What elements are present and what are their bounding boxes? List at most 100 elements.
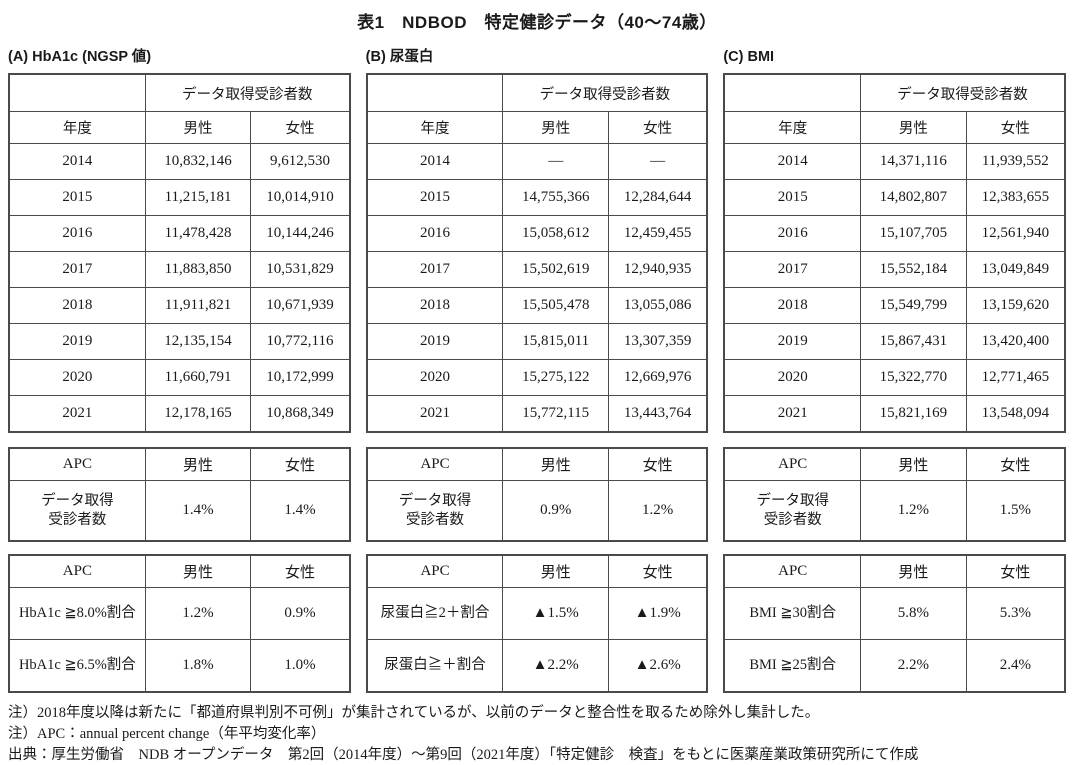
main-table-body: 2014 14,371,116 11,939,552 2015 14,802,807 12… (723, 143, 1066, 433)
apc-table-1-body: データ取得 受診者数 1.2% 1.5% (723, 480, 1066, 542)
section-label: (A) HbA1c (NGSP 値) (8, 49, 152, 65)
value-cell: 1.4% (250, 480, 351, 542)
value-cell: 13,420,400 (965, 323, 1066, 360)
footnote-line: 注）APC：annual percent change（年平均変化率） (8, 726, 326, 742)
table-row: 2021 12,178,165 10,868,349 (8, 395, 351, 433)
table-row: データ取得 受診者数 1.4% 1.4% (8, 480, 351, 542)
value-cell: 15,322,770 (860, 359, 967, 396)
value-cell: 15,505,478 (502, 287, 610, 324)
table-row: 2018 11,911,821 10,671,939 (8, 287, 351, 324)
table-row: 2016 15,058,612 12,459,455 (366, 215, 708, 252)
value-cell: 14,755,366 (502, 179, 610, 216)
value-cell: 1.2% (860, 480, 967, 542)
value-cell: 12,135,154 (144, 323, 252, 360)
table-row: 2017 15,502,619 12,940,935 (366, 251, 708, 288)
page-title: 表1 NDBOD 特定健診データ（40～74歳） (357, 13, 717, 32)
value-cell: — (502, 143, 610, 180)
column-header-row: APC 男性 女性 (723, 554, 1066, 588)
value-cell: 5.3% (965, 587, 1066, 640)
group-header-row: データ取得受診者数 (366, 73, 708, 112)
table-row: 2016 15,107,705 12,561,940 (723, 215, 1066, 252)
column-header-cell: 女性 (965, 554, 1066, 588)
column-header-cell: 男性 (860, 111, 967, 144)
value-cell: 15,275,122 (502, 359, 610, 396)
row-label-cell: 2018 (8, 287, 146, 324)
group-header-row: データ取得受診者数 (8, 73, 351, 112)
value-cell: 1.2% (144, 587, 252, 640)
column-header-cell: 女性 (965, 447, 1066, 481)
row-label-cell: 2017 (366, 251, 504, 288)
value-cell: 15,502,619 (502, 251, 610, 288)
row-label-cell: 2016 (723, 215, 862, 252)
column-header-cell: 男性 (860, 554, 967, 588)
value-cell: 10,531,829 (250, 251, 351, 288)
group-header-cell: データ取得受診者数 (860, 73, 1066, 112)
table-row: BMI ≧25割合 2.2% 2.4% (723, 639, 1066, 693)
column-header-cell: APC (366, 554, 504, 588)
row-label-cell: HbA1c ≧8.0%割合 (8, 587, 146, 640)
apc-table-2-body: 尿蛋白≧2＋割合 ▲1.5% ▲1.9% 尿蛋白≧＋割合 ▲2.2% ▲2.6% (366, 587, 708, 693)
value-cell: 14,802,807 (860, 179, 967, 216)
row-label-cell: データ取得 受診者数 (8, 480, 146, 542)
column-header-cell: APC (8, 554, 146, 588)
apc-table-1: APC 男性 女性 データ取得 受診者数 1.2% 1.5% (723, 447, 1066, 542)
main-table: データ取得受診者数 年度 男性 女性 2014— —2015 14,755,366 1… (365, 73, 709, 433)
apc-table-1: APC 男性 女性 データ取得 受診者数 0.9% 1.2% (365, 447, 709, 542)
row-label-cell: 2017 (723, 251, 862, 288)
value-cell: 15,815,011 (502, 323, 610, 360)
column-header-cell: 男性 (502, 554, 610, 588)
value-cell: 11,660,791 (144, 359, 252, 396)
row-label-cell: 2020 (366, 359, 504, 396)
row-label-cell: 2016 (366, 215, 504, 252)
table-row: 2018 15,505,478 13,055,086 (366, 287, 708, 324)
section-label: (C) BMI (723, 49, 775, 65)
main-table-body: 2014— —2015 14,755,366 12,284,644 2016 15,058… (366, 143, 708, 433)
row-label-cell: 2018 (366, 287, 504, 324)
value-cell: 1.8% (144, 639, 252, 693)
value-cell: 15,552,184 (860, 251, 967, 288)
column-header-cell: 女性 (965, 111, 1066, 144)
column-header-cell: 女性 (608, 447, 708, 481)
row-label-cell: データ取得 受診者数 (366, 480, 504, 542)
table-row: 2020 11,660,791 10,172,999 (8, 359, 351, 396)
value-cell: 5.8% (860, 587, 967, 640)
column-header-row: APC 男性 女性 (8, 447, 351, 481)
table-row: 2021 15,821,169 13,548,094 (723, 395, 1066, 433)
table-row: HbA1c ≧8.0%割合 1.2% 0.9% (8, 587, 351, 640)
value-cell: 9,612,530 (250, 143, 351, 180)
apc-table-2: APC 男性 女性 HbA1c ≧8.0%割合 1.2% 0.9% HbA1c ≧6.… (8, 554, 351, 693)
table-row: 2019 15,867,431 13,420,400 (723, 323, 1066, 360)
value-cell: 15,867,431 (860, 323, 967, 360)
column-header-row: APC 男性 女性 (366, 447, 708, 481)
apc-table-1-body: データ取得 受診者数 1.4% 1.4% (8, 480, 351, 542)
value-cell: 12,561,940 (965, 215, 1066, 252)
column-header-cell: 男性 (860, 447, 967, 481)
table-row: 2014 14,371,116 11,939,552 (723, 143, 1066, 180)
main-table: データ取得受診者数 年度 男性 女性 2014 10,832,146 9,612,5… (8, 73, 351, 433)
value-cell: ▲1.9% (608, 587, 708, 640)
footnote-line: 注）2018年度以降は新たに「都道府県判別不可例」が集計されているが、以前のデー… (8, 705, 820, 721)
row-label-cell: データ取得 受診者数 (723, 480, 862, 542)
group-header-cell: データ取得受診者数 (144, 73, 351, 112)
value-cell: 10,832,146 (144, 143, 252, 180)
table-row: 2014 10,832,146 9,612,530 (8, 143, 351, 180)
table-row: 2015 14,802,807 12,383,655 (723, 179, 1066, 216)
apc-table-2-body: BMI ≧30割合 5.8% 5.3% BMI ≧25割合 2.2% 2.4% (723, 587, 1066, 693)
value-cell: 1.0% (250, 639, 351, 693)
table-row: 2018 15,549,799 13,159,620 (723, 287, 1066, 324)
column-header-cell: APC (366, 447, 504, 481)
column-header-row: 年度 男性 女性 (723, 111, 1066, 144)
value-cell: 2.2% (860, 639, 967, 693)
value-cell: 12,178,165 (144, 395, 252, 433)
table-row: 2015 11,215,181 10,014,910 (8, 179, 351, 216)
value-cell: 10,671,939 (250, 287, 351, 324)
column-header-cell: 女性 (250, 447, 351, 481)
column-header-cell: APC (723, 447, 862, 481)
group-header-cell: データ取得受診者数 (502, 73, 708, 112)
table-row: 2017 15,552,184 13,049,849 (723, 251, 1066, 288)
measure-section: (C) BMI データ取得受診者数 年度 男性 女性 2014 14,371,11… (723, 47, 1066, 693)
value-cell: 11,478,428 (144, 215, 252, 252)
row-label-cell: 2019 (366, 323, 504, 360)
row-label-cell: 2021 (366, 395, 504, 433)
row-label-cell: 2021 (8, 395, 146, 433)
